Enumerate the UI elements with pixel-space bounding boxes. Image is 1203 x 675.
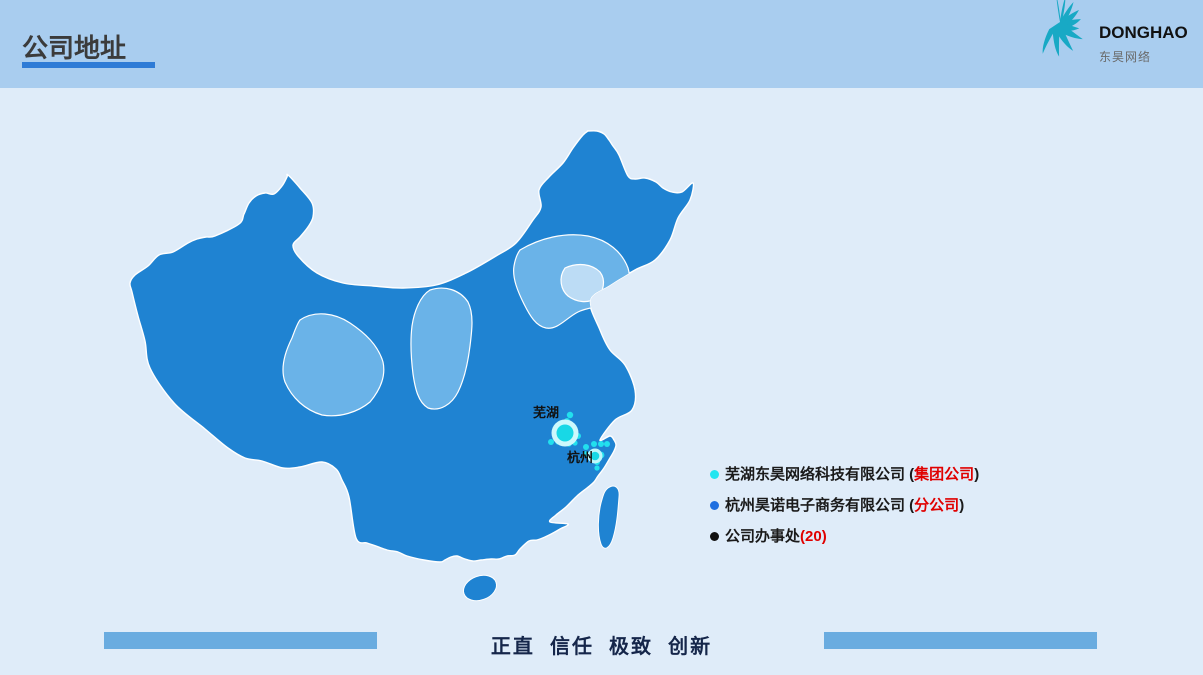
svg-text:杭州: 杭州 xyxy=(567,450,593,465)
svg-text:芜湖: 芜湖 xyxy=(533,405,559,420)
